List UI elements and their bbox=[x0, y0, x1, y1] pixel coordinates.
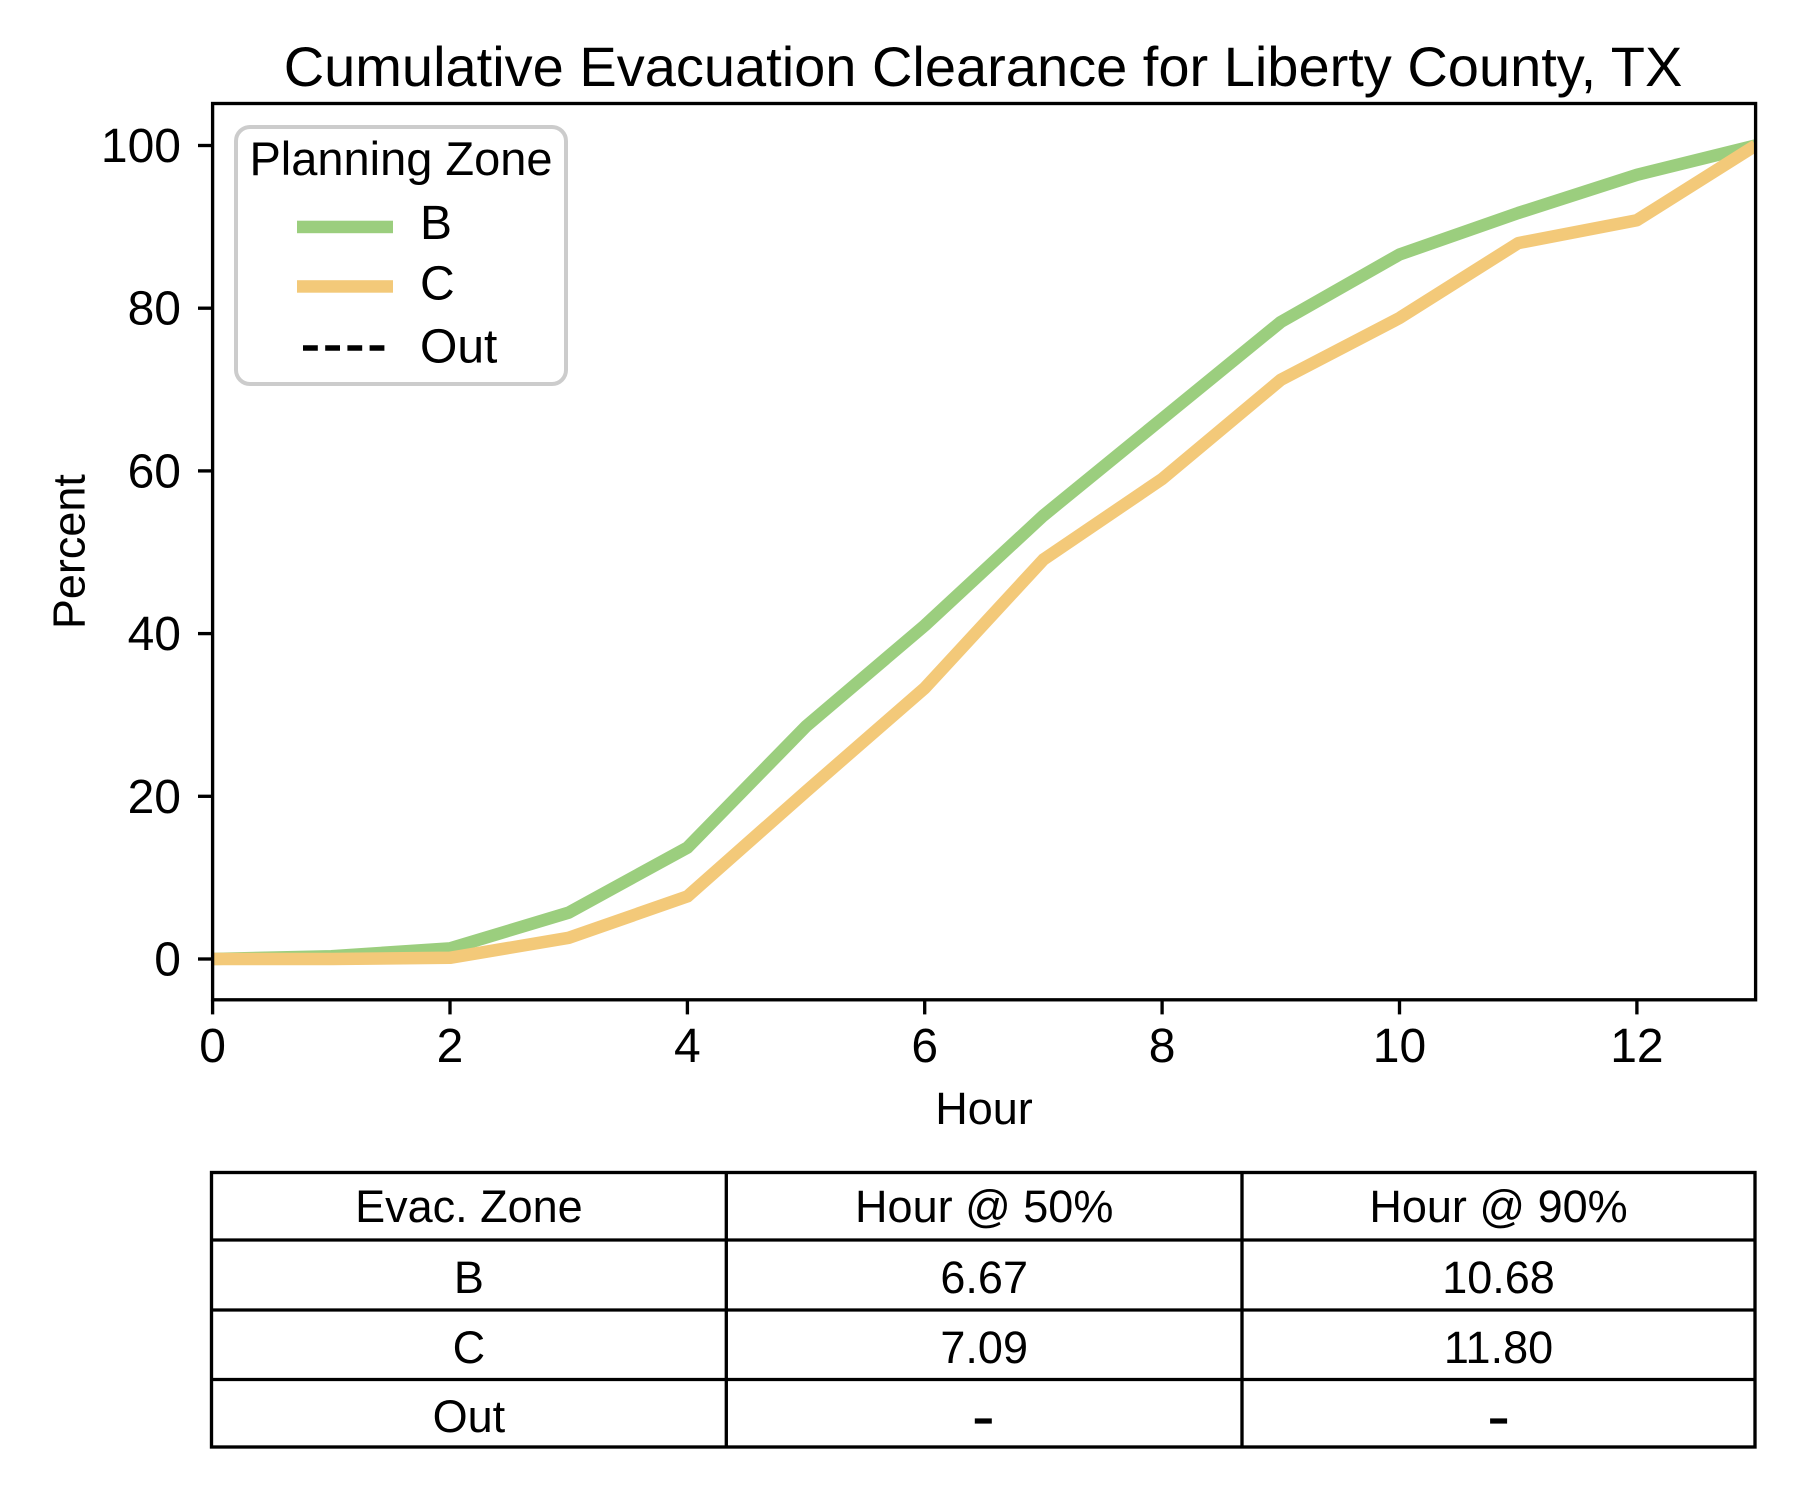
svg-text:7.09: 7.09 bbox=[940, 1322, 1028, 1373]
svg-text:0: 0 bbox=[199, 1020, 226, 1073]
svg-text:80: 80 bbox=[128, 283, 181, 336]
svg-text:Evac. Zone: Evac. Zone bbox=[355, 1181, 583, 1232]
svg-text:8: 8 bbox=[1149, 1020, 1176, 1073]
svg-text:B: B bbox=[454, 1252, 484, 1303]
svg-text:Out: Out bbox=[420, 321, 497, 374]
svg-text:6: 6 bbox=[911, 1020, 938, 1073]
svg-text:20: 20 bbox=[128, 771, 181, 824]
svg-text:Percent: Percent bbox=[44, 474, 95, 630]
svg-text:11.80: 11.80 bbox=[1444, 1322, 1553, 1373]
svg-text:100: 100 bbox=[101, 120, 181, 173]
svg-text:B: B bbox=[420, 197, 452, 250]
svg-text:12: 12 bbox=[1610, 1020, 1663, 1073]
svg-text:60: 60 bbox=[128, 445, 181, 498]
svg-text:4: 4 bbox=[674, 1020, 701, 1073]
svg-text:Cumulative Evacuation Clearanc: Cumulative Evacuation Clearance for Libe… bbox=[284, 35, 1683, 98]
svg-text:Hour: Hour bbox=[935, 1083, 1033, 1134]
svg-text:0: 0 bbox=[154, 934, 181, 987]
svg-text:Planning Zone: Planning Zone bbox=[249, 132, 552, 185]
svg-text:2: 2 bbox=[437, 1020, 464, 1073]
svg-text:10: 10 bbox=[1373, 1020, 1426, 1073]
svg-text:Hour @ 90%: Hour @ 90% bbox=[1369, 1181, 1627, 1232]
svg-text:10.68: 10.68 bbox=[1442, 1252, 1555, 1303]
svg-text:C: C bbox=[453, 1322, 486, 1373]
svg-text:C: C bbox=[420, 258, 455, 311]
svg-text:6.67: 6.67 bbox=[940, 1252, 1028, 1303]
svg-text:Out: Out bbox=[433, 1391, 506, 1442]
svg-text:40: 40 bbox=[128, 608, 181, 661]
svg-text:Hour @ 50%: Hour @ 50% bbox=[855, 1181, 1113, 1232]
